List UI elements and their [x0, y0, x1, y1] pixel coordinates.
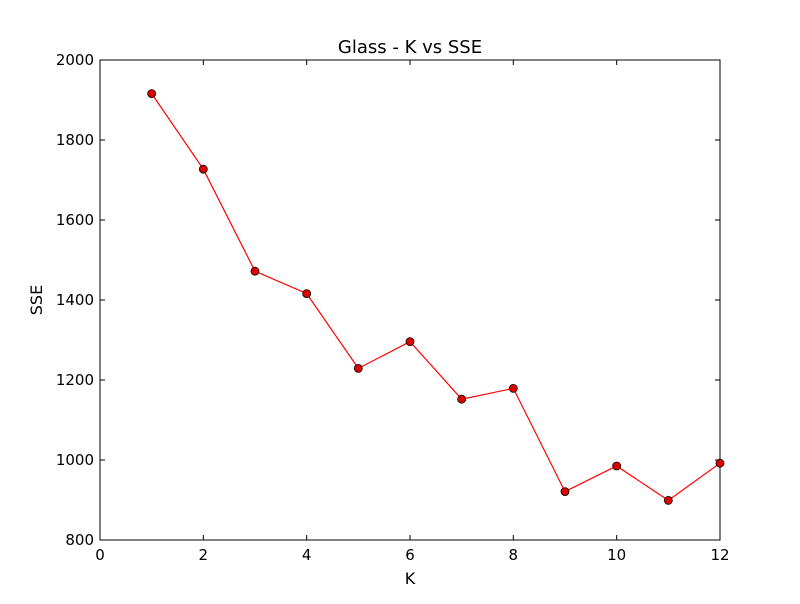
data-point: [353, 363, 363, 373]
y-tick-label: 1600: [56, 211, 94, 229]
chart-title: Glass - K vs SSE: [338, 37, 482, 58]
data-point: [457, 394, 467, 404]
y-tick-label: 1800: [56, 131, 94, 149]
data-point: [560, 487, 570, 497]
x-tick-label: 12: [710, 546, 729, 564]
data-point: [147, 89, 157, 98]
x-tick-label: 6: [405, 546, 415, 564]
data-point: [250, 266, 260, 276]
x-axis-label: K: [405, 569, 416, 588]
y-tick-label: 2000: [56, 51, 94, 69]
x-tick-label: 8: [509, 546, 519, 564]
x-tick-label: 10: [607, 546, 626, 564]
data-point: [198, 164, 208, 174]
plot-area: 0 2 4 6 8 10 12 800 1000 1200 1400 1600 1800 2000: [56, 51, 730, 564]
data-point: [663, 495, 673, 505]
data-point: [508, 383, 518, 393]
data-point: [612, 461, 622, 471]
y-tick-label: 1200: [56, 371, 94, 389]
x-tick-label: 2: [199, 546, 209, 564]
data-point: [405, 337, 415, 347]
series-line: [151, 93, 721, 502]
y-axis-label: SSE: [27, 285, 46, 315]
y-tick-label: 800: [65, 531, 94, 549]
x-tick-label: 4: [302, 546, 312, 564]
data-point: [715, 458, 725, 468]
y-tick-label: 1000: [56, 451, 94, 469]
y-tick-label: 1400: [56, 291, 94, 309]
data-point: [302, 289, 312, 299]
plot-frame: [99, 59, 721, 541]
x-tick-label: 0: [95, 546, 105, 564]
